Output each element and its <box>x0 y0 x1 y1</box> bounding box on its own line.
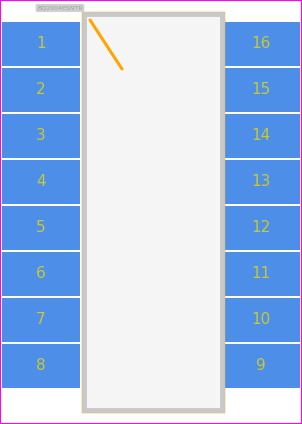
Text: 10: 10 <box>251 312 271 327</box>
Text: 16: 16 <box>251 36 271 51</box>
Bar <box>222 68 300 112</box>
Bar <box>222 298 300 342</box>
Bar <box>2 344 80 388</box>
Bar <box>84 14 222 410</box>
Bar <box>222 114 300 158</box>
Text: 6: 6 <box>36 267 46 282</box>
Bar <box>222 22 300 66</box>
Text: 3: 3 <box>36 128 46 143</box>
Bar <box>222 344 300 388</box>
Text: 13: 13 <box>251 175 271 190</box>
Bar <box>2 160 80 204</box>
Bar <box>222 206 300 250</box>
Text: 4: 4 <box>36 175 46 190</box>
Text: 14: 14 <box>251 128 271 143</box>
Text: 5: 5 <box>36 220 46 235</box>
Text: 9: 9 <box>256 359 266 374</box>
Bar <box>222 252 300 296</box>
Bar <box>2 114 80 158</box>
Text: 1: 1 <box>36 36 46 51</box>
Text: BQ2004ESNTR: BQ2004ESNTR <box>37 6 83 11</box>
Bar <box>2 22 80 66</box>
Text: 8: 8 <box>36 359 46 374</box>
Bar <box>2 206 80 250</box>
Text: 7: 7 <box>36 312 46 327</box>
Text: 2: 2 <box>36 83 46 98</box>
Bar <box>2 252 80 296</box>
Bar <box>222 160 300 204</box>
Text: 11: 11 <box>251 267 271 282</box>
Bar <box>2 298 80 342</box>
Text: 15: 15 <box>251 83 271 98</box>
Bar <box>2 68 80 112</box>
Bar <box>83 13 223 411</box>
Text: 12: 12 <box>251 220 271 235</box>
